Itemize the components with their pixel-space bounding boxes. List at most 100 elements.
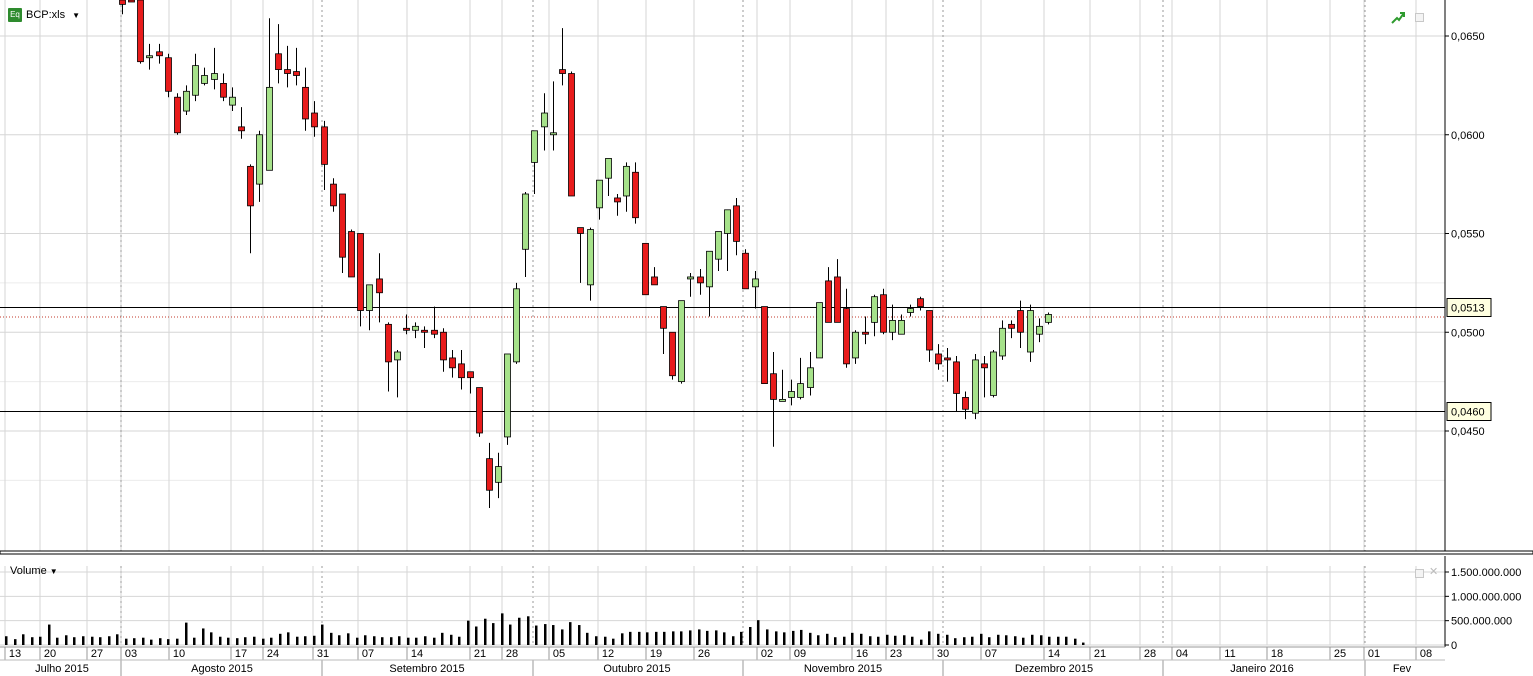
candle xyxy=(137,0,144,64)
candle xyxy=(660,306,667,354)
candle-body xyxy=(385,323,392,363)
candle-body xyxy=(742,252,749,290)
volume-bar xyxy=(886,634,889,645)
candle-body xyxy=(366,284,373,311)
candle-body xyxy=(238,126,245,132)
volume-selector[interactable]: Volume ▼ xyxy=(10,565,58,577)
candle-body xyxy=(577,227,584,234)
candle xyxy=(550,81,557,151)
volume-bar xyxy=(843,636,846,645)
candle xyxy=(146,43,153,70)
candle-body xyxy=(174,96,181,134)
price-horizontal-lines[interactable]: 0,0513 0,0460 xyxy=(0,298,1492,421)
candle-body xyxy=(752,278,759,288)
candle xyxy=(797,357,804,400)
candle xyxy=(678,300,685,384)
maximize-icon[interactable] xyxy=(1415,569,1424,578)
candle xyxy=(449,350,456,378)
price-tick-label: 0,0450 xyxy=(1451,426,1485,438)
volume-bar xyxy=(287,632,290,645)
volume-bar xyxy=(133,638,136,645)
volume-bar xyxy=(834,637,837,645)
candle-body xyxy=(715,231,722,260)
candle-body xyxy=(825,280,832,323)
candle xyxy=(605,158,612,196)
volume-bar xyxy=(809,632,812,645)
volume-bar xyxy=(552,625,555,645)
price-tick-label: 0,0600 xyxy=(1451,130,1485,142)
candle xyxy=(917,296,924,311)
candle-body xyxy=(458,363,465,379)
day-tick-label: 10 xyxy=(173,648,185,660)
candle xyxy=(1017,300,1024,349)
candle xyxy=(376,253,383,323)
volume-bar xyxy=(150,639,153,645)
volume-bar xyxy=(903,635,906,645)
candle-body xyxy=(972,359,979,414)
candle-body xyxy=(999,327,1006,357)
candle xyxy=(651,267,658,286)
day-tick-label: 24 xyxy=(267,648,279,660)
candle-body xyxy=(394,351,401,361)
candle-body xyxy=(275,53,282,70)
volume-bar xyxy=(723,632,726,645)
candle-body xyxy=(183,90,190,112)
chevron-down-icon[interactable]: ▼ xyxy=(72,10,81,20)
day-tick-label: 08 xyxy=(1420,648,1432,660)
volume-bar xyxy=(304,636,307,645)
candle xyxy=(834,259,841,323)
volume-bar xyxy=(706,630,709,645)
volume-bar xyxy=(698,629,701,645)
volume-bar xyxy=(680,631,683,645)
month-label: Julho 2015 xyxy=(35,663,89,675)
volume-bar xyxy=(527,616,530,645)
day-tick-label: 01 xyxy=(1368,648,1380,660)
volume-bar xyxy=(663,631,666,645)
candle xyxy=(871,294,878,337)
day-tick-label: 28 xyxy=(506,648,518,660)
candle xyxy=(779,369,786,402)
candle-body xyxy=(137,0,144,63)
volume-bar xyxy=(22,634,25,645)
candlestick-series xyxy=(119,0,1052,509)
volume-tick-label: 1.500.000.000 xyxy=(1451,567,1521,579)
volume-bar xyxy=(860,633,863,645)
candle-body xyxy=(605,158,612,179)
chevron-down-icon[interactable]: ▼ xyxy=(49,566,58,576)
candle-body xyxy=(962,397,969,410)
volume-bar xyxy=(740,631,743,645)
day-tick-label: 14 xyxy=(1048,648,1060,660)
volume-bar xyxy=(236,638,239,645)
maximize-icon[interactable] xyxy=(1415,13,1424,22)
price-tick-label: 0,0500 xyxy=(1451,327,1485,339)
volume-bar xyxy=(638,631,641,645)
candle xyxy=(706,250,713,317)
horizontal-line-tag xyxy=(1446,298,1492,317)
candle-body xyxy=(917,298,924,307)
volume-bar xyxy=(928,631,931,645)
candle-body xyxy=(220,83,227,98)
volume-tick-label: 500.000.000 xyxy=(1451,616,1512,628)
candle-body xyxy=(871,296,878,323)
close-icon[interactable]: ✕ xyxy=(1429,566,1439,578)
volume-bar xyxy=(757,620,760,645)
candle xyxy=(1036,318,1043,343)
day-tick-label: 16 xyxy=(856,648,868,660)
volume-bar xyxy=(433,637,436,645)
candle-body xyxy=(266,86,273,171)
trend-icon[interactable] xyxy=(1390,10,1406,26)
instrument-selector[interactable]: Eq BCP:xls ▼ xyxy=(8,8,80,22)
candle xyxy=(174,93,181,135)
candle-body xyxy=(284,69,291,74)
candle xyxy=(642,242,649,296)
volume-bar xyxy=(467,620,470,645)
candle xyxy=(412,322,419,339)
candle xyxy=(944,348,951,382)
candle xyxy=(238,107,245,139)
candle-body xyxy=(192,65,199,96)
candle xyxy=(302,67,309,131)
month-label: Fev xyxy=(1393,663,1412,675)
volume-bar xyxy=(518,617,521,645)
month-label: Novembro 2015 xyxy=(804,663,882,675)
